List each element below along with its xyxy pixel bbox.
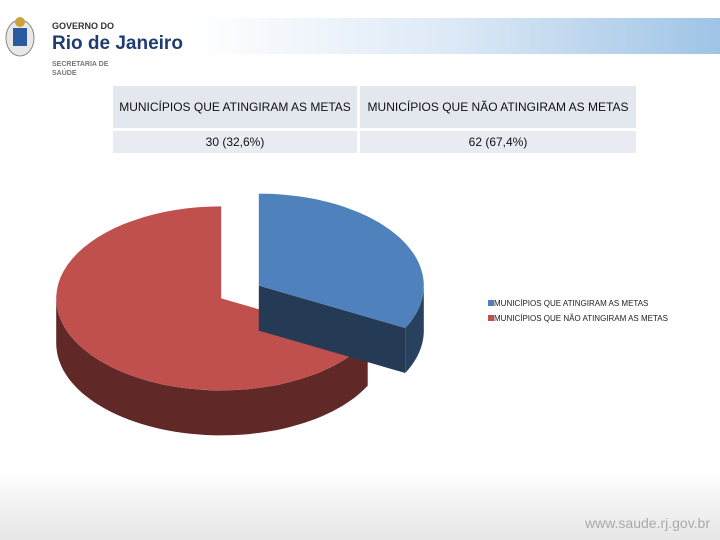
dept-text: SECRETARIA DE — [52, 61, 109, 68]
legend-marker — [488, 300, 494, 306]
summary-table: MUNICÍPIOS QUE ATINGIRAM AS METAS MUNICÍP… — [110, 83, 639, 156]
table-cell: MUNICÍPIOS QUE NÃO ATINGIRAM AS METAS — [360, 86, 636, 128]
pie-slice-side — [258, 285, 406, 373]
table-cell: 62 (67,4%) — [360, 131, 636, 153]
pie-slice-side — [405, 285, 424, 373]
footer-url: www.saude.rj.gov.br — [584, 515, 710, 531]
logo — [5, 17, 35, 57]
pie-slice-side — [56, 298, 368, 436]
table-cell: 30 (32,6%) — [113, 131, 357, 153]
footer-band — [0, 470, 720, 540]
legend-marker — [488, 315, 494, 321]
header-text: GOVERNO DO — [52, 21, 114, 31]
table-cell: MUNICÍPIOS QUE ATINGIRAM AS METAS — [113, 86, 357, 128]
legend-label: MUNICÍPIOS QUE NÃO ATINGIRAM AS METAS — [494, 314, 668, 323]
header-title: Rio de Janeiro — [52, 33, 183, 54]
pie-slice — [258, 193, 424, 328]
legend-label: MUNICÍPIOS QUE ATINGIRAM AS METAS — [494, 299, 648, 308]
header-band — [190, 18, 720, 54]
pie-slice — [56, 206, 368, 391]
dept-text: SAÚDE — [52, 68, 77, 77]
